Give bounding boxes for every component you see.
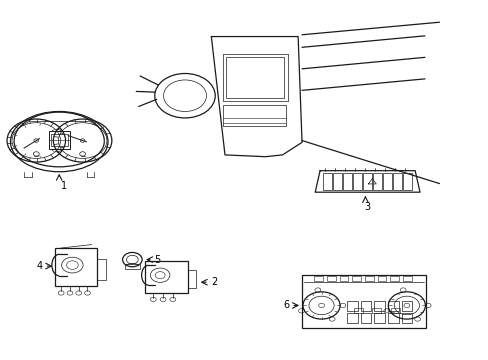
- Bar: [302, 275, 426, 328]
- Bar: [332, 173, 342, 190]
- Bar: [401, 314, 411, 323]
- Bar: [353, 309, 362, 313]
- Bar: [222, 105, 285, 126]
- Bar: [373, 314, 384, 323]
- Bar: [382, 173, 391, 190]
- Bar: [55, 248, 97, 286]
- Bar: [401, 301, 411, 311]
- Text: 2: 2: [210, 277, 217, 287]
- Text: 4: 4: [37, 261, 42, 271]
- Bar: [97, 259, 105, 280]
- Bar: [364, 276, 373, 281]
- Bar: [372, 173, 382, 190]
- Bar: [352, 173, 362, 190]
- Bar: [346, 314, 357, 323]
- Bar: [339, 276, 347, 281]
- Bar: [144, 261, 188, 293]
- Bar: [346, 301, 357, 311]
- Bar: [125, 264, 140, 269]
- Text: 5: 5: [154, 255, 160, 265]
- Bar: [360, 301, 370, 311]
- Bar: [389, 276, 398, 281]
- Text: 1: 1: [61, 181, 67, 192]
- Bar: [360, 314, 370, 323]
- Bar: [390, 309, 399, 313]
- Bar: [322, 173, 331, 190]
- Bar: [225, 57, 284, 98]
- Bar: [342, 173, 351, 190]
- Bar: [314, 276, 323, 281]
- Bar: [402, 173, 411, 190]
- Bar: [51, 134, 68, 146]
- Bar: [362, 173, 371, 190]
- Bar: [387, 301, 398, 311]
- Text: 6: 6: [283, 301, 289, 310]
- Text: 3: 3: [364, 202, 370, 212]
- Bar: [373, 301, 384, 311]
- Bar: [392, 173, 402, 190]
- Bar: [371, 309, 380, 313]
- Bar: [188, 270, 196, 288]
- Bar: [402, 276, 411, 281]
- Bar: [49, 131, 70, 149]
- Bar: [377, 276, 386, 281]
- Bar: [387, 314, 398, 323]
- Bar: [326, 276, 335, 281]
- Bar: [351, 276, 360, 281]
